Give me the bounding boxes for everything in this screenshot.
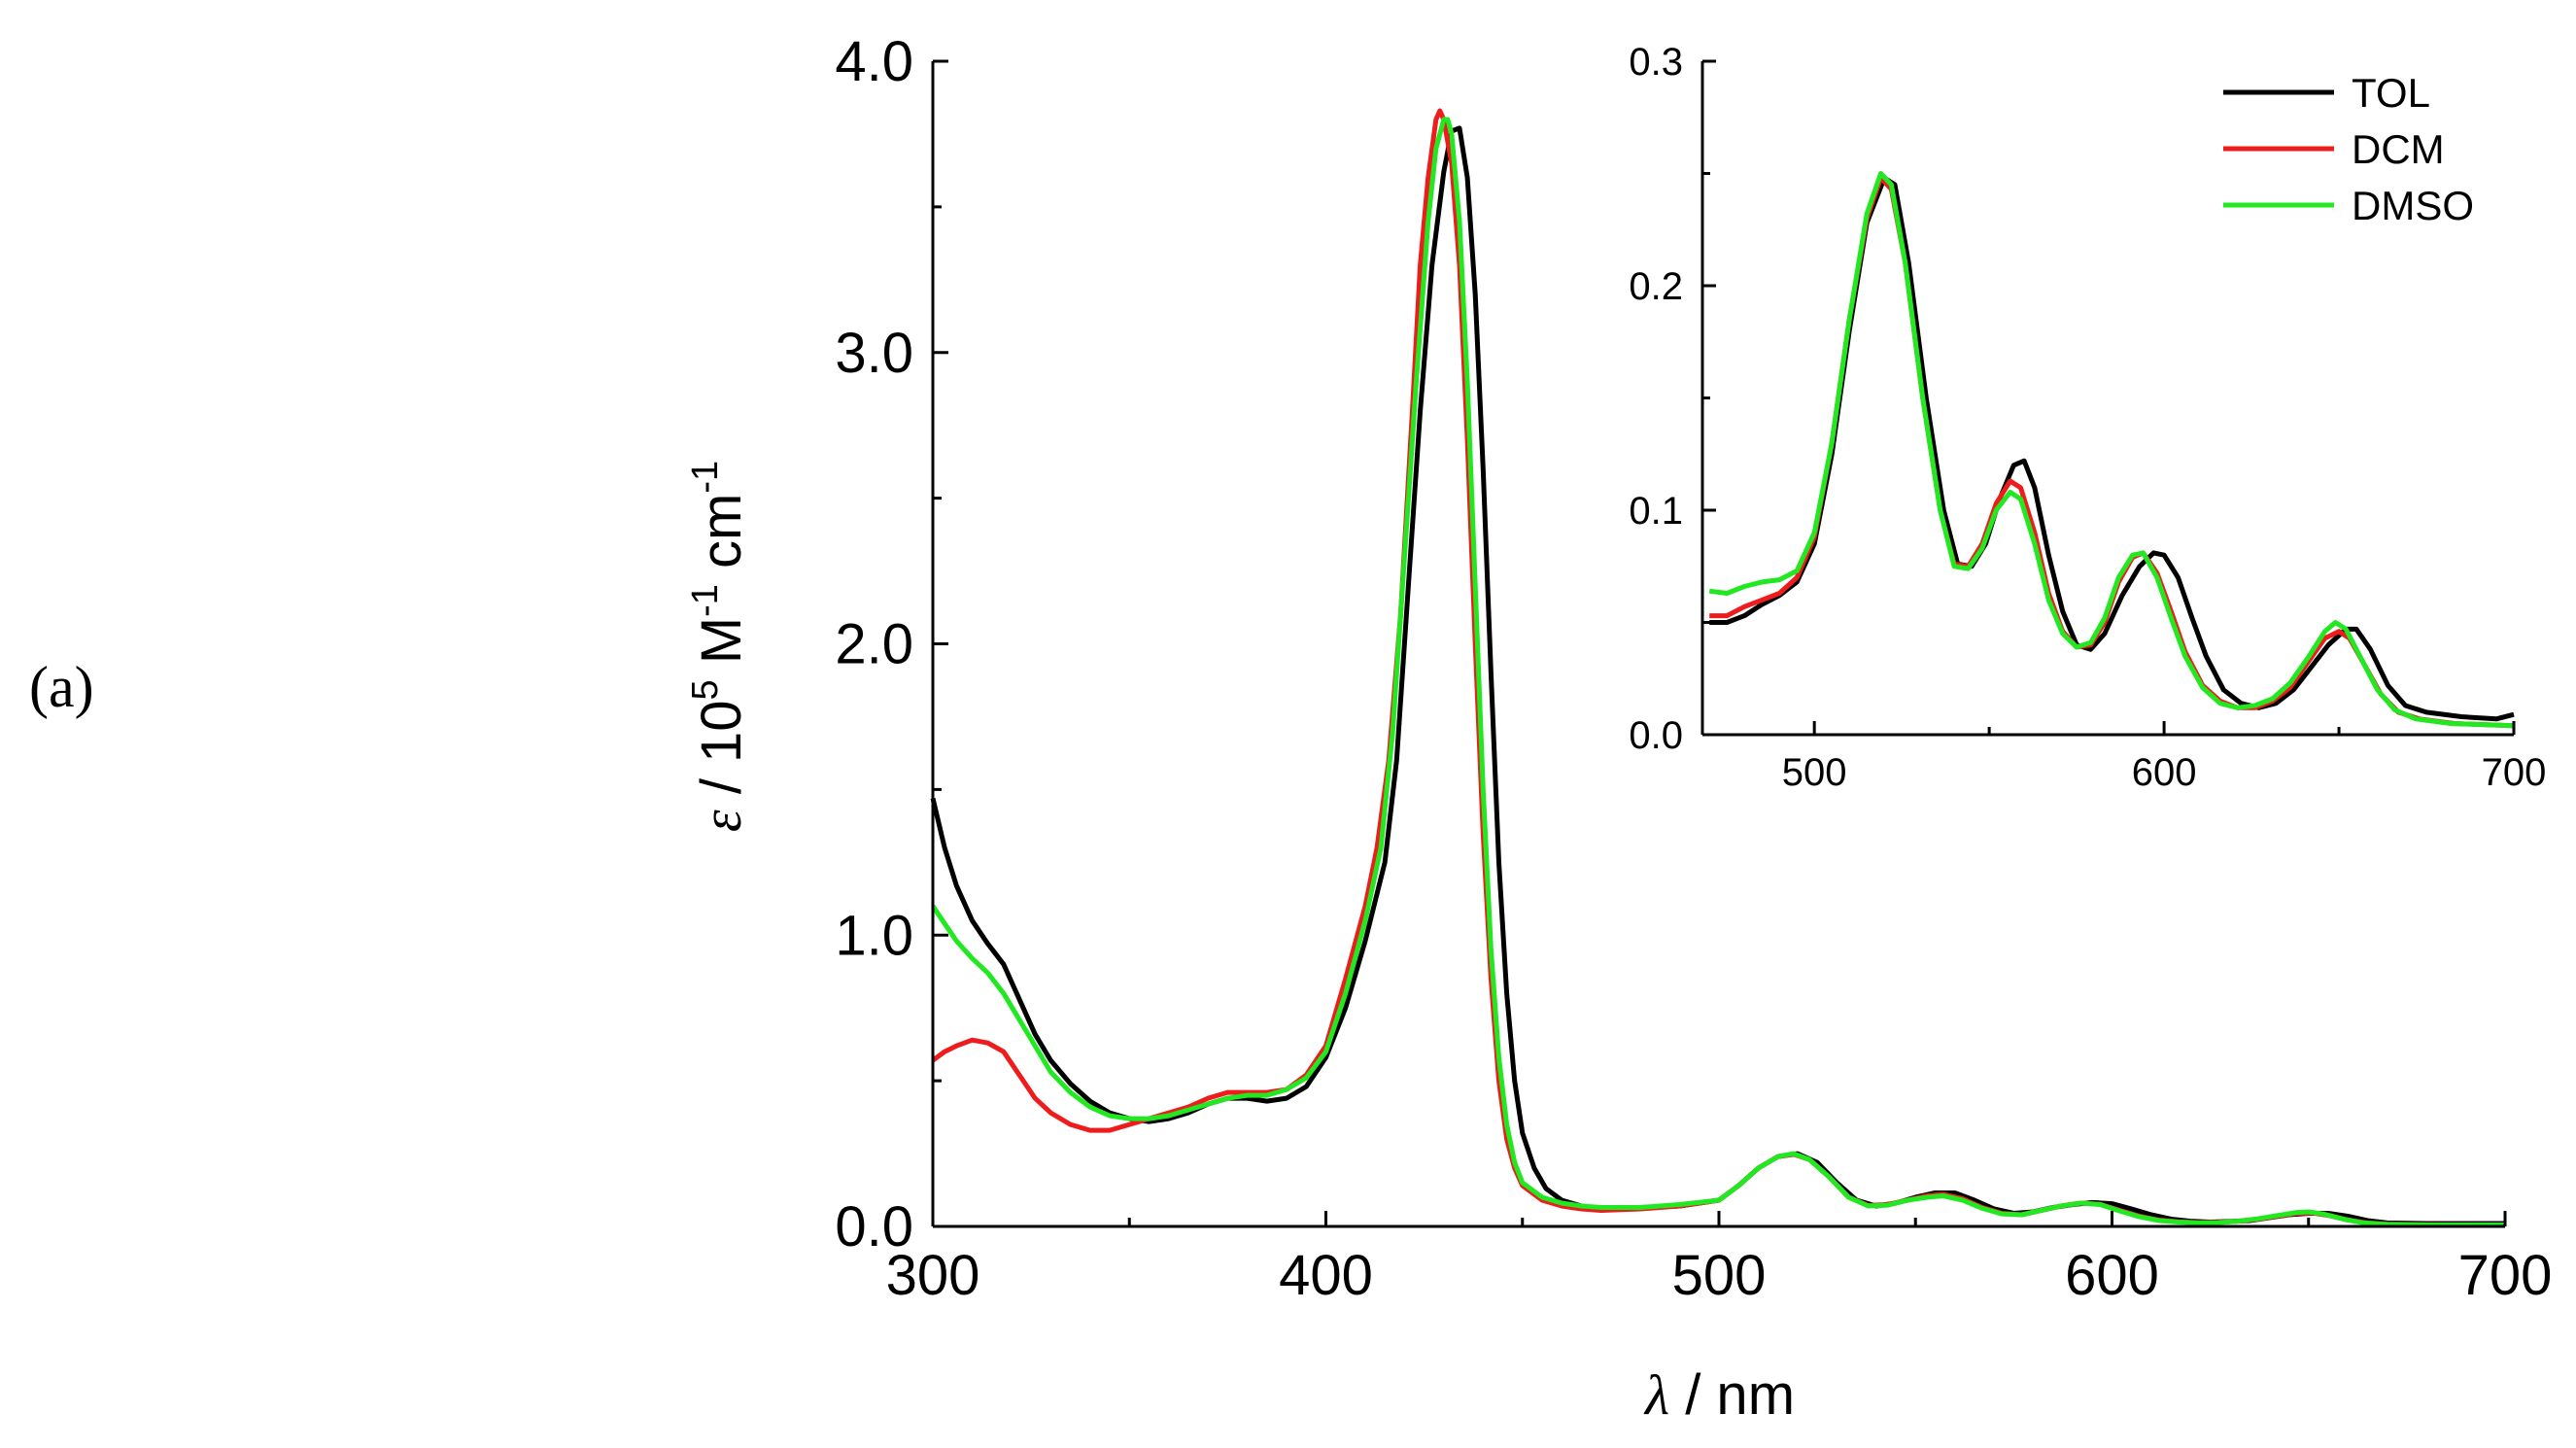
inset-curves <box>1708 171 2515 729</box>
inset-y-tick-label: 0.0 <box>1629 714 1683 757</box>
x-axis-symbol: λ <box>1643 1363 1669 1427</box>
y-axis-symbol: ε <box>690 810 753 832</box>
inset-x-tick-label: 600 <box>2132 751 2197 794</box>
y-axis-part3: cm <box>690 494 753 584</box>
y-axis-sup3: -1 <box>685 461 726 494</box>
main-x-tick-label: 400 <box>1279 1244 1373 1307</box>
main-x-tick-label: 300 <box>886 1244 980 1307</box>
inset-y-tick-label: 0.2 <box>1629 265 1683 308</box>
main-y-tick-label: 3.0 <box>835 322 913 385</box>
inset-tick-labels: 500 600 700 0.0 0.1 0.2 0.3 <box>1629 41 2546 794</box>
legend: TOL DCM DMSO <box>2223 70 2474 228</box>
main-plot: 300 400 500 600 700 0.0 1.0 2.0 3.0 4.0 λ / nm ε … <box>685 30 2552 1427</box>
main-y-tick-label: 4.0 <box>835 30 913 93</box>
inset-series-dmso <box>1708 171 2515 729</box>
legend-label-dmso: DMSO <box>2352 183 2474 228</box>
inset-y-tick-label: 0.1 <box>1629 490 1683 533</box>
y-axis-part2: M <box>690 617 753 679</box>
y-axis-part1: / 10 <box>690 700 753 810</box>
inset-plot: 500 600 700 0.0 0.1 0.2 0.3 TOL DCM DMSO <box>1629 41 2546 794</box>
y-axis-title: ε / 105 M-1 cm-1 <box>685 461 753 832</box>
y-axis-sup2: -1 <box>685 584 726 617</box>
main-y-tick-label: 2.0 <box>835 613 913 676</box>
y-axis-sup1: 5 <box>685 679 726 700</box>
x-axis-unit: / nm <box>1669 1363 1795 1427</box>
inset-y-tick-label: 0.3 <box>1629 41 1683 84</box>
main-ticks <box>931 59 2507 1228</box>
main-series-tol <box>930 125 2505 1226</box>
main-x-tick-label: 600 <box>2065 1244 2159 1307</box>
legend-label-dcm: DCM <box>2352 126 2445 172</box>
inset-ticks <box>1702 59 2516 737</box>
main-y-tick-label: 1.0 <box>835 904 913 967</box>
inset-x-tick-label: 700 <box>2482 751 2547 794</box>
panel-label: (a) <box>29 655 94 719</box>
main-y-tick-label: 0.0 <box>835 1195 913 1258</box>
main-x-tick-label: 700 <box>2458 1244 2553 1307</box>
legend-label-tol: TOL <box>2352 70 2430 116</box>
main-curves <box>930 108 2506 1227</box>
main-tick-labels: 300 400 500 600 700 0.0 1.0 2.0 3.0 4.0 <box>835 30 2552 1307</box>
x-axis-title: λ / nm <box>1643 1363 1795 1427</box>
inset-x-tick-label: 500 <box>1782 751 1847 794</box>
main-x-tick-label: 500 <box>1672 1244 1767 1307</box>
main-series-dmso <box>930 117 2505 1227</box>
